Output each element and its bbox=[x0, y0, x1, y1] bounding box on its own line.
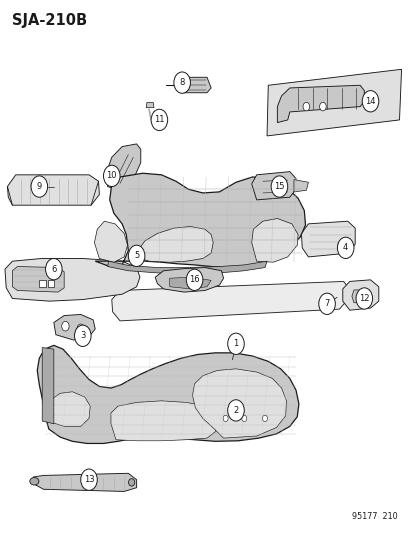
Text: 95177  210: 95177 210 bbox=[351, 512, 396, 521]
Text: 16: 16 bbox=[189, 276, 199, 284]
Circle shape bbox=[103, 165, 120, 187]
Polygon shape bbox=[107, 261, 266, 273]
Circle shape bbox=[45, 259, 62, 280]
Circle shape bbox=[31, 176, 47, 197]
Circle shape bbox=[356, 293, 362, 300]
Polygon shape bbox=[277, 85, 363, 123]
Text: 12: 12 bbox=[358, 294, 369, 303]
Text: 2: 2 bbox=[233, 406, 238, 415]
Polygon shape bbox=[211, 406, 268, 431]
Text: 6: 6 bbox=[51, 265, 56, 273]
Polygon shape bbox=[293, 180, 308, 192]
Polygon shape bbox=[178, 77, 211, 93]
Text: 8: 8 bbox=[179, 78, 184, 87]
Polygon shape bbox=[195, 399, 288, 436]
Polygon shape bbox=[155, 268, 223, 292]
Polygon shape bbox=[54, 314, 95, 340]
Polygon shape bbox=[342, 280, 378, 310]
Circle shape bbox=[81, 469, 97, 490]
Circle shape bbox=[262, 415, 267, 422]
Circle shape bbox=[151, 109, 167, 131]
Polygon shape bbox=[37, 345, 298, 443]
Text: SJA-210B: SJA-210B bbox=[12, 13, 87, 28]
Text: 13: 13 bbox=[83, 475, 94, 484]
Circle shape bbox=[337, 237, 353, 259]
Circle shape bbox=[319, 102, 325, 111]
Text: 5: 5 bbox=[134, 252, 139, 260]
Circle shape bbox=[77, 324, 84, 334]
Circle shape bbox=[223, 415, 228, 422]
Polygon shape bbox=[45, 392, 90, 426]
Circle shape bbox=[62, 321, 69, 331]
Polygon shape bbox=[7, 175, 99, 205]
Circle shape bbox=[186, 269, 202, 290]
Polygon shape bbox=[169, 277, 211, 289]
Polygon shape bbox=[146, 102, 154, 108]
Polygon shape bbox=[251, 172, 295, 200]
Circle shape bbox=[355, 288, 372, 309]
Ellipse shape bbox=[128, 479, 135, 486]
Polygon shape bbox=[192, 369, 286, 438]
Text: 10: 10 bbox=[106, 172, 117, 180]
Polygon shape bbox=[42, 348, 54, 424]
Polygon shape bbox=[94, 221, 127, 262]
Polygon shape bbox=[95, 173, 305, 268]
Polygon shape bbox=[111, 401, 216, 441]
Polygon shape bbox=[251, 219, 297, 262]
Circle shape bbox=[241, 415, 246, 422]
Text: 7: 7 bbox=[324, 300, 329, 308]
Polygon shape bbox=[5, 259, 140, 301]
Ellipse shape bbox=[30, 478, 39, 485]
Polygon shape bbox=[351, 290, 368, 303]
Polygon shape bbox=[33, 473, 136, 491]
Bar bbox=[39, 280, 45, 287]
Text: 9: 9 bbox=[37, 182, 42, 191]
Polygon shape bbox=[266, 69, 401, 136]
Text: 15: 15 bbox=[273, 182, 284, 191]
Text: 11: 11 bbox=[154, 116, 164, 124]
Circle shape bbox=[227, 400, 244, 421]
Circle shape bbox=[271, 176, 287, 197]
Text: 14: 14 bbox=[364, 97, 375, 106]
Polygon shape bbox=[107, 144, 140, 189]
Circle shape bbox=[128, 245, 145, 266]
Text: 3: 3 bbox=[80, 332, 85, 340]
Text: 4: 4 bbox=[342, 244, 347, 252]
Circle shape bbox=[227, 333, 244, 354]
Circle shape bbox=[302, 102, 309, 111]
Polygon shape bbox=[112, 281, 348, 321]
Polygon shape bbox=[138, 227, 213, 262]
Circle shape bbox=[74, 325, 91, 346]
Circle shape bbox=[173, 72, 190, 93]
Circle shape bbox=[318, 293, 335, 314]
Text: 1: 1 bbox=[233, 340, 238, 348]
Polygon shape bbox=[301, 221, 354, 257]
Bar bbox=[47, 280, 54, 287]
Circle shape bbox=[361, 91, 378, 112]
Polygon shape bbox=[12, 266, 64, 292]
